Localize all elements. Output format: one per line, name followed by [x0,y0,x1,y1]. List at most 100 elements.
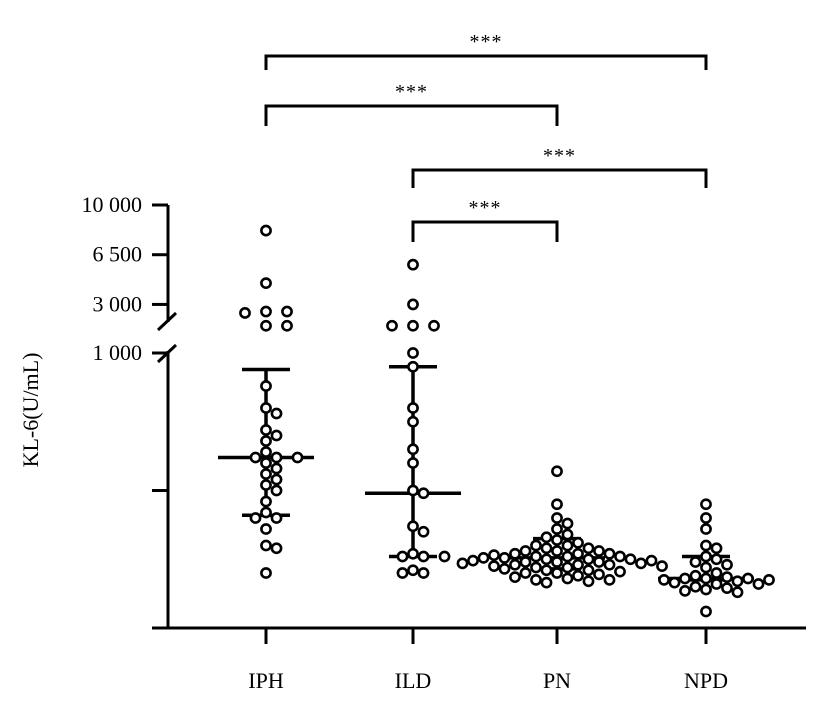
significance-bracket [411,220,559,242]
data-point [260,305,272,318]
significance-bracket [264,54,708,70]
data-point [407,319,419,332]
data-point [249,512,262,524]
data-point [551,534,563,546]
data-point [407,484,419,497]
data-point [260,224,272,237]
data-point [488,560,500,573]
data-point [260,539,272,552]
data-point [260,277,272,290]
data-point [291,451,304,464]
data-point [614,550,626,563]
data-point [530,573,542,586]
category-label-npd: NPD [684,668,728,693]
data-point [614,565,626,578]
data-point [407,457,419,469]
data-point [561,572,574,585]
data-point [407,564,419,577]
data-point [488,549,500,562]
data-point [700,523,712,535]
data-point [635,557,647,570]
data-point [396,567,409,579]
data-point [689,580,702,593]
data-point [260,567,272,579]
data-points [239,224,775,618]
significance-label: *** [470,31,503,53]
data-point [428,319,440,332]
data-point [572,547,584,560]
data-point [407,443,419,456]
axis-labels: 1 000 3 000 6 500 10 000 IPH ILD PN NPD KL-6(U/m… [18,192,728,693]
data-point [270,484,283,497]
data-point [593,556,605,568]
data-point [572,569,584,582]
data-point [249,451,262,464]
data-point [498,562,511,575]
data-point [417,525,430,538]
data-point [519,545,532,557]
data-point [260,457,272,469]
data-point [509,571,521,584]
data-point [530,561,542,574]
data-point [239,307,251,319]
data-point [270,542,283,555]
data-point [656,560,668,573]
data-point [530,550,542,563]
data-point [551,512,563,524]
data-point [270,429,283,442]
data-point [260,402,272,414]
data-point [731,586,744,599]
data-point [509,547,521,560]
data-point [519,567,532,579]
data-point [645,554,658,567]
data-point [551,556,563,568]
y-tick-label: 3 000 [93,291,143,316]
data-point [270,451,283,464]
data-point [407,347,419,359]
summary-bars [218,365,754,582]
data-point [710,553,723,566]
data-point [700,550,712,563]
data-point [700,572,712,585]
data-point [572,558,584,571]
data-point [561,528,574,541]
data-point [700,498,712,511]
data-point [270,473,283,486]
data-point [417,567,430,579]
data-point [281,305,293,318]
data-point [260,495,272,508]
data-point [417,487,430,500]
significance-label: *** [543,145,576,167]
significance-label: *** [469,197,502,219]
data-point [417,550,430,563]
data-point [260,506,272,519]
data-point [658,573,670,586]
data-point [700,539,712,552]
data-point [700,605,712,618]
y-axis-title: KL-6(U/mL) [18,353,43,468]
significance-brackets: *** *** *** *** [264,31,708,242]
data-point [582,553,595,566]
data-point [540,576,553,589]
data-point [561,539,574,552]
significance-label: *** [395,81,428,103]
data-point [593,545,605,557]
data-point [540,553,553,566]
data-point [270,407,283,420]
y-tick-label: 10 000 [82,192,143,217]
data-point [386,319,398,332]
data-point [700,583,712,596]
data-point [561,517,574,530]
data-point [582,542,595,555]
data-point [477,551,490,564]
data-point [603,547,616,560]
data-point [561,561,574,574]
data-point [456,557,469,570]
data-point [710,578,723,590]
data-point [530,539,542,552]
axis-break-mark [156,311,178,332]
data-point [710,542,723,555]
data-point [721,582,733,595]
data-point [551,465,563,478]
data-point [593,568,605,581]
